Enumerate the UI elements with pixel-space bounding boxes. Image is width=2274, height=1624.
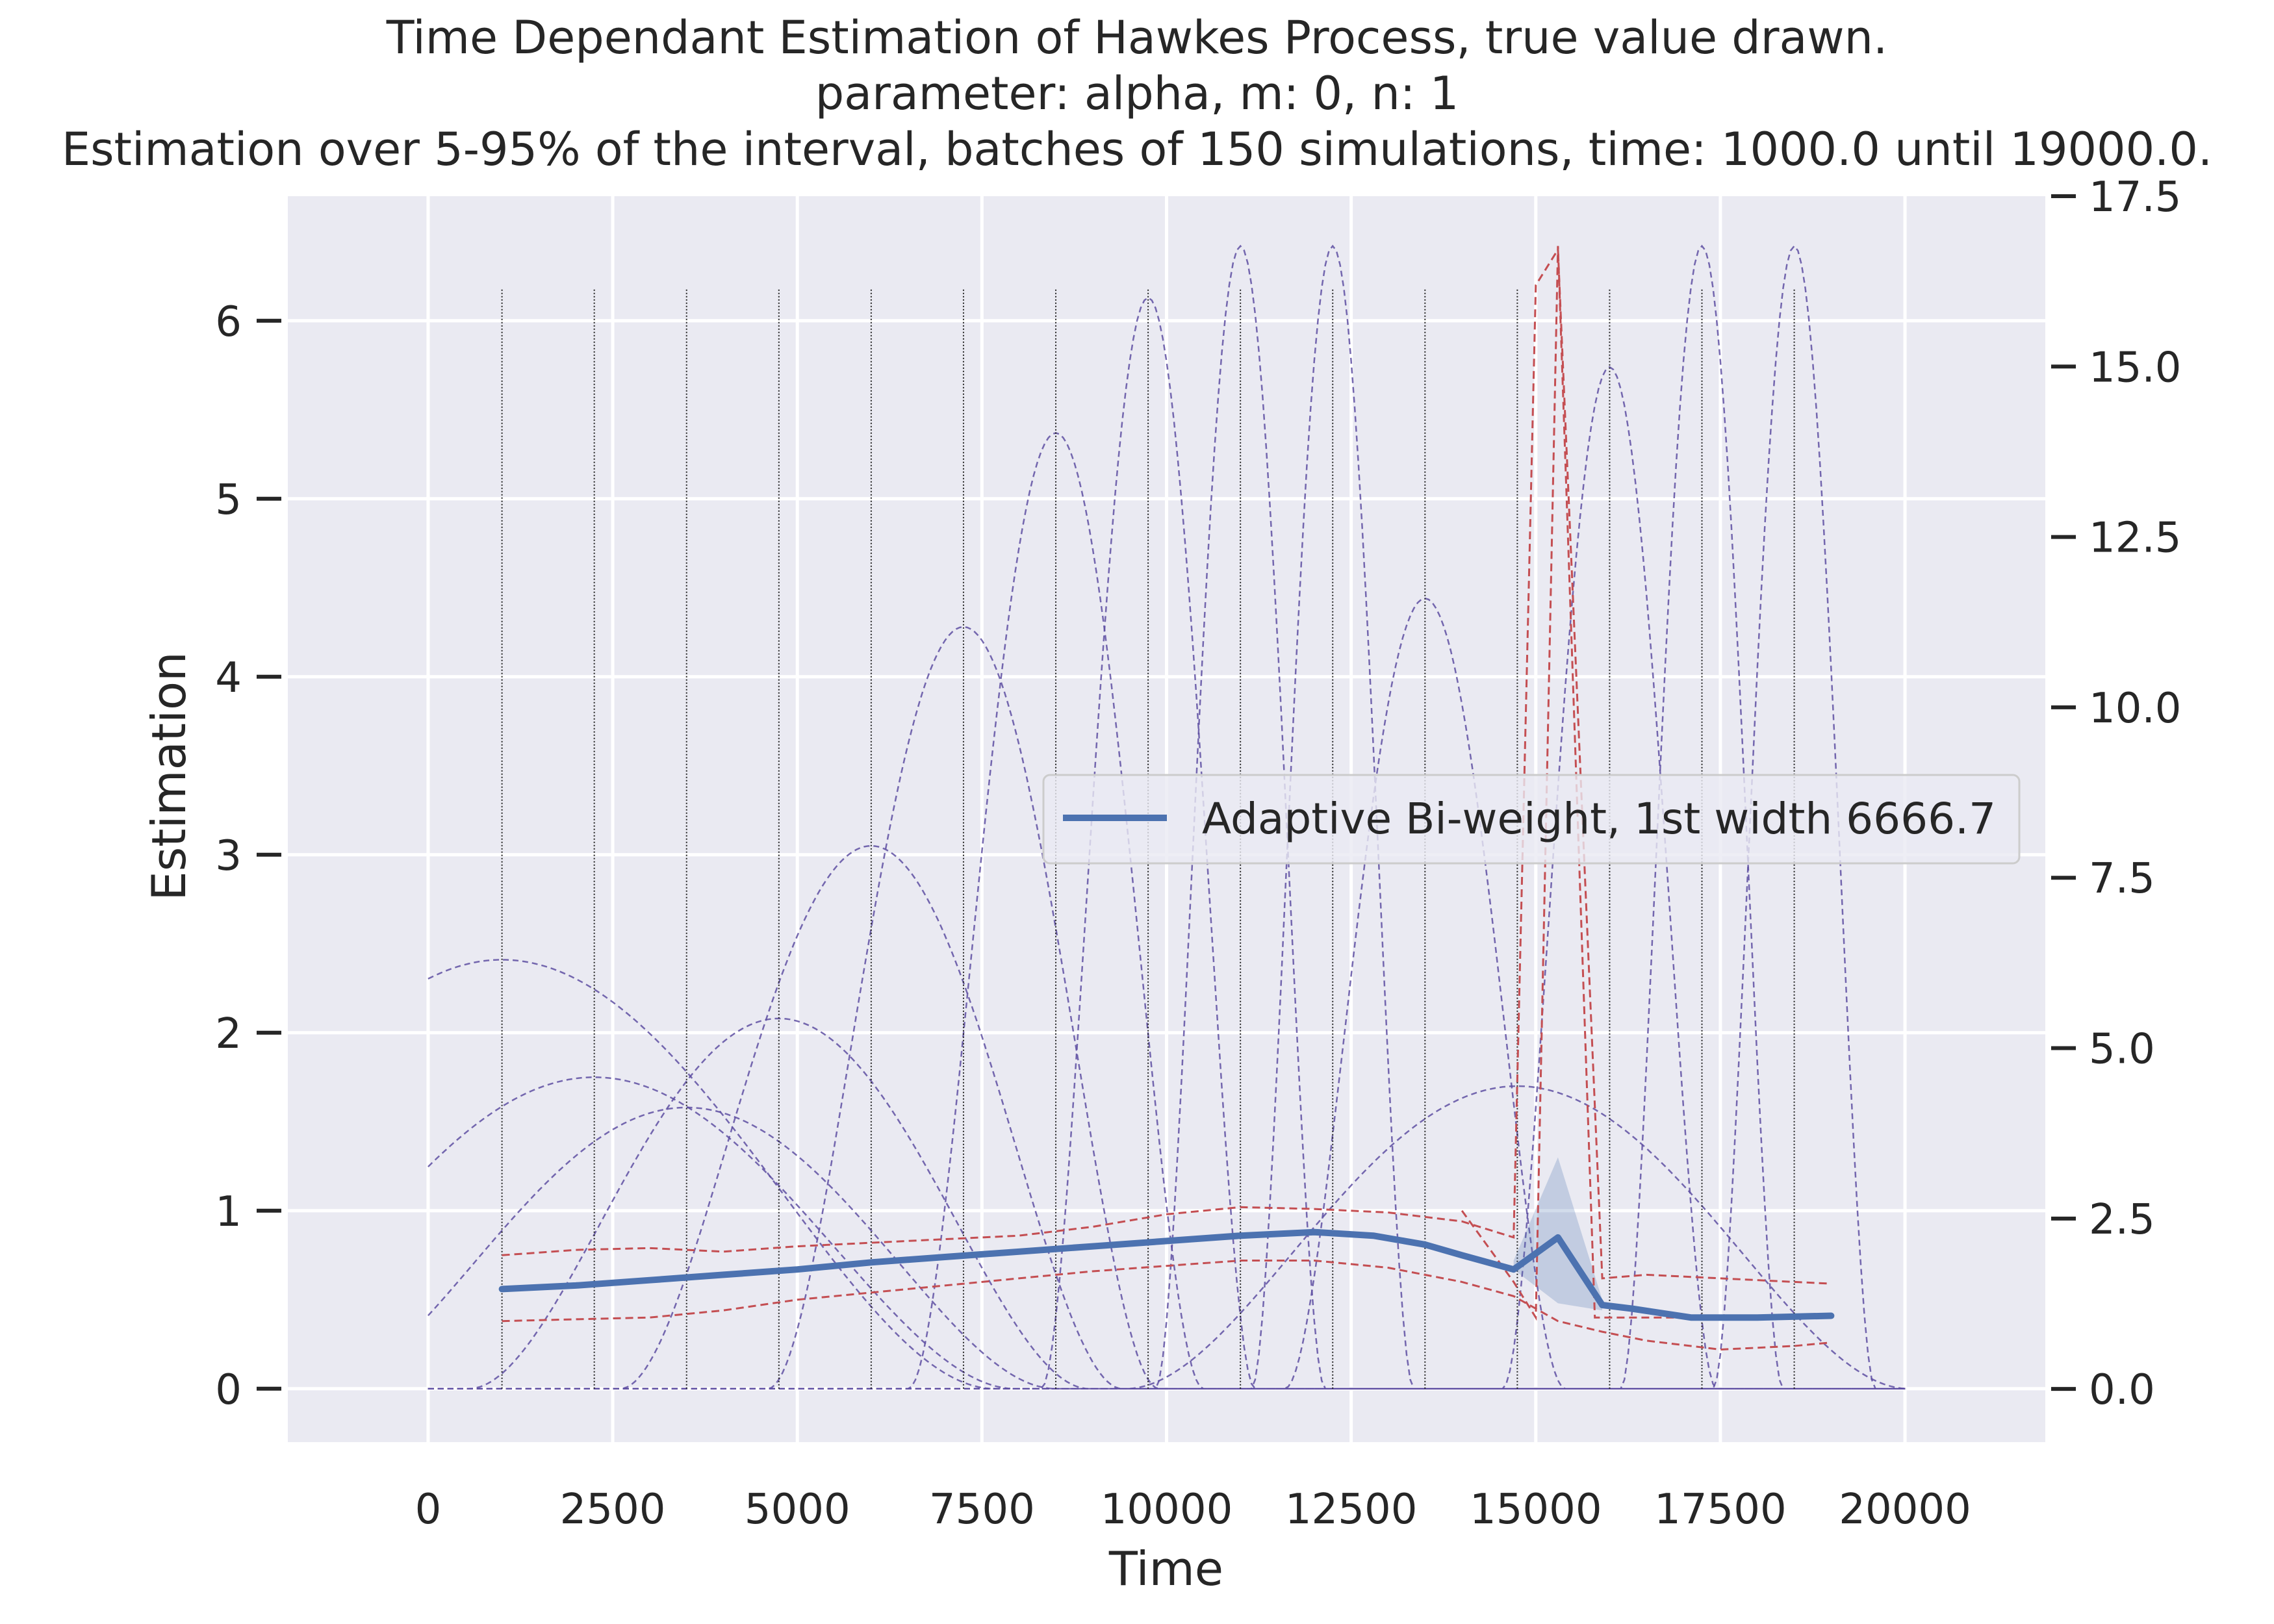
upper-true-bound-line [502,246,1832,1285]
y-tick-label: 3 [215,832,242,880]
x-tick-label: 0 [415,1486,442,1534]
y2-tick-label: 10.0 [2089,685,2182,733]
y2-tick-label: 5.0 [2089,1026,2155,1074]
y-tick-label: 6 [215,298,242,346]
y2-tick-label: 12.5 [2089,514,2182,563]
title-line-3: Estimation over 5-95% of the interval, b… [62,123,2212,176]
axis-ticks: 0 2500 5000 7500 10000 12500 15000 17500 20000 0 1… [215,173,2181,1534]
legend-box [1042,774,2021,865]
y-tick-label: 2 [215,1010,242,1058]
y2-tick-label: 7.5 [2089,855,2155,903]
x-tick-label: 10000 [1101,1486,1233,1534]
title-line-1: Time Dependant Estimation of Hawkes Proc… [386,11,1888,64]
x-tick-label: 12500 [1285,1486,1418,1534]
x-tick-label: 20000 [1839,1486,1971,1534]
lower-true-bound-line [502,1260,1832,1351]
y-tick-label: 0 [215,1366,242,1414]
x-tick-label: 15000 [1470,1486,1602,1534]
x-axis-label: Time [1108,1542,1223,1596]
x-tick-label: 2500 [560,1486,666,1534]
x-tick-label: 17500 [1654,1486,1787,1534]
y-tick-label: 5 [215,476,242,524]
y2-tick-label: 17.5 [2089,173,2182,222]
x-tick-label: 5000 [745,1486,850,1534]
kernel-curves [427,244,1906,1390]
title-line-2: parameter: alpha, m: 0, n: 1 [815,67,1459,120]
y2-tick-label: 2.5 [2089,1196,2155,1244]
y-tick-label: 1 [215,1188,242,1236]
y-tick-label: 4 [215,654,242,702]
data-series [498,246,1835,1351]
kernel-curve-15 [428,244,1906,1390]
x-tick-label: 7500 [929,1486,1035,1534]
y-axis-label: Estimation [142,652,196,900]
legend-entry-label: Adaptive Bi-weight, 1st width 6666.7 [1202,794,1996,844]
estimate-line [498,1228,1835,1321]
y2-tick-label: 15.0 [2089,344,2182,392]
y2-tick-label: 0.0 [2089,1366,2155,1414]
legend: Adaptive Bi-weight, 1st width 6666.7 [1042,774,2021,865]
